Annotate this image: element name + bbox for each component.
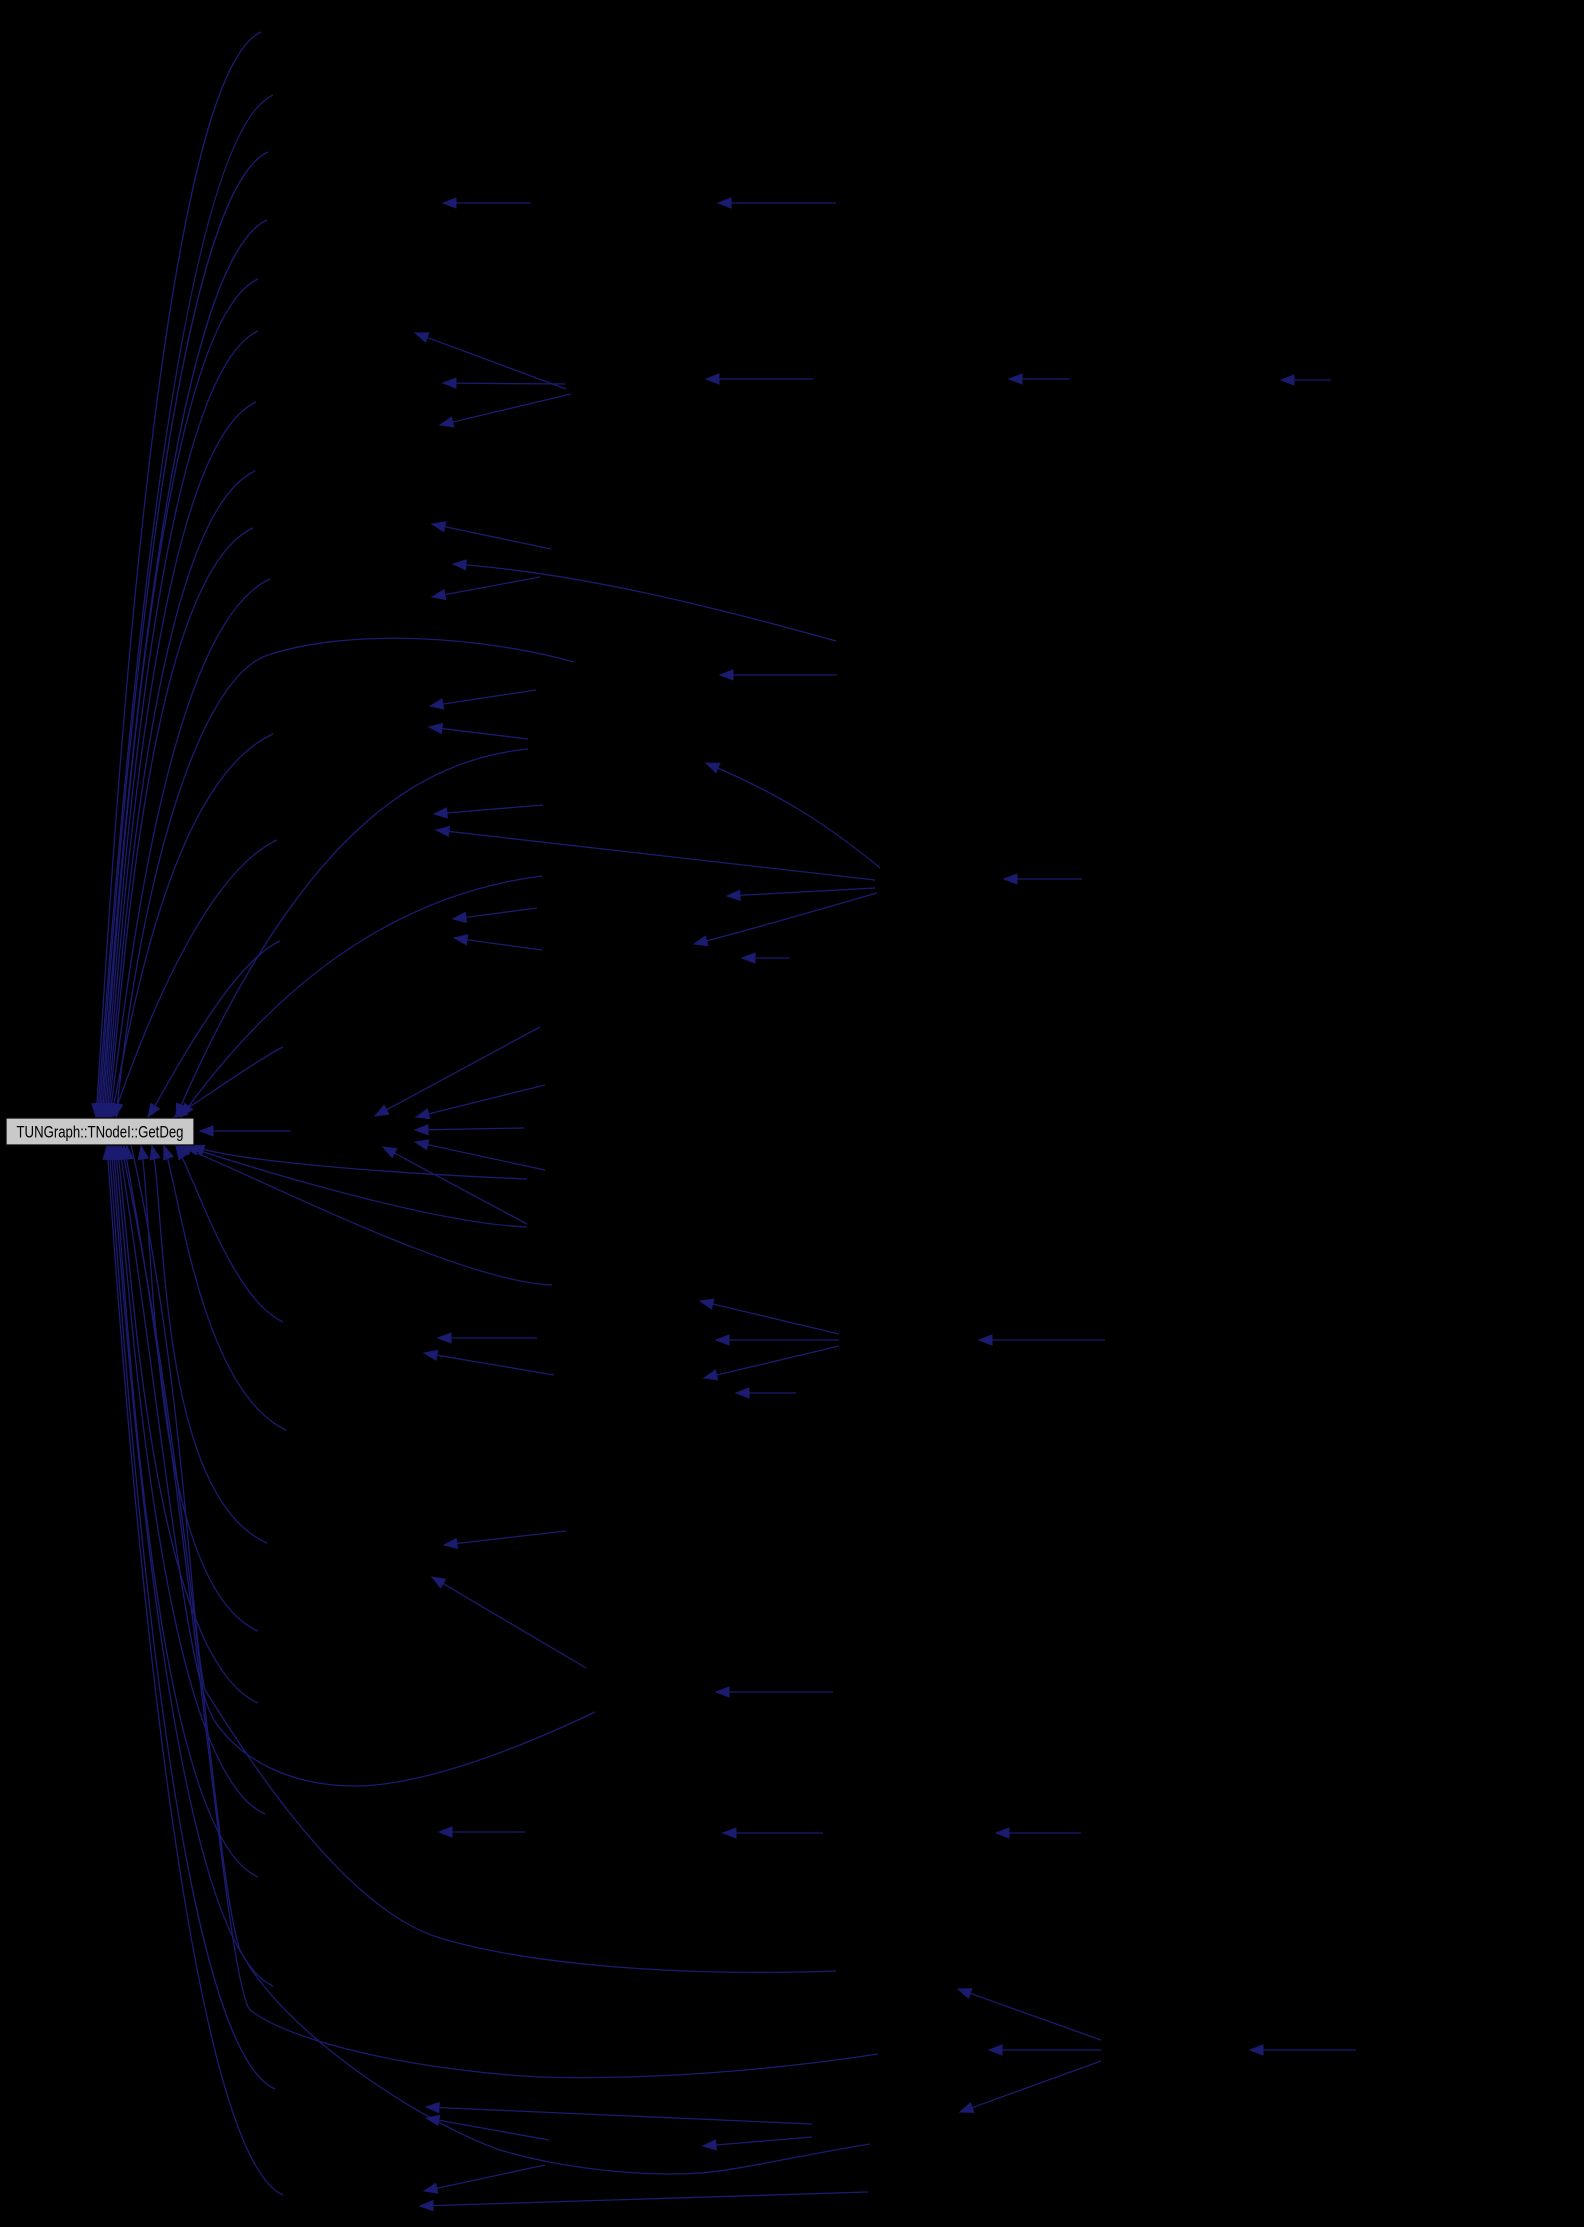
svg-text:TUNGraph::TNodeI::GetDeg: TUNGraph::TNodeI::GetDeg	[17, 1124, 184, 1142]
